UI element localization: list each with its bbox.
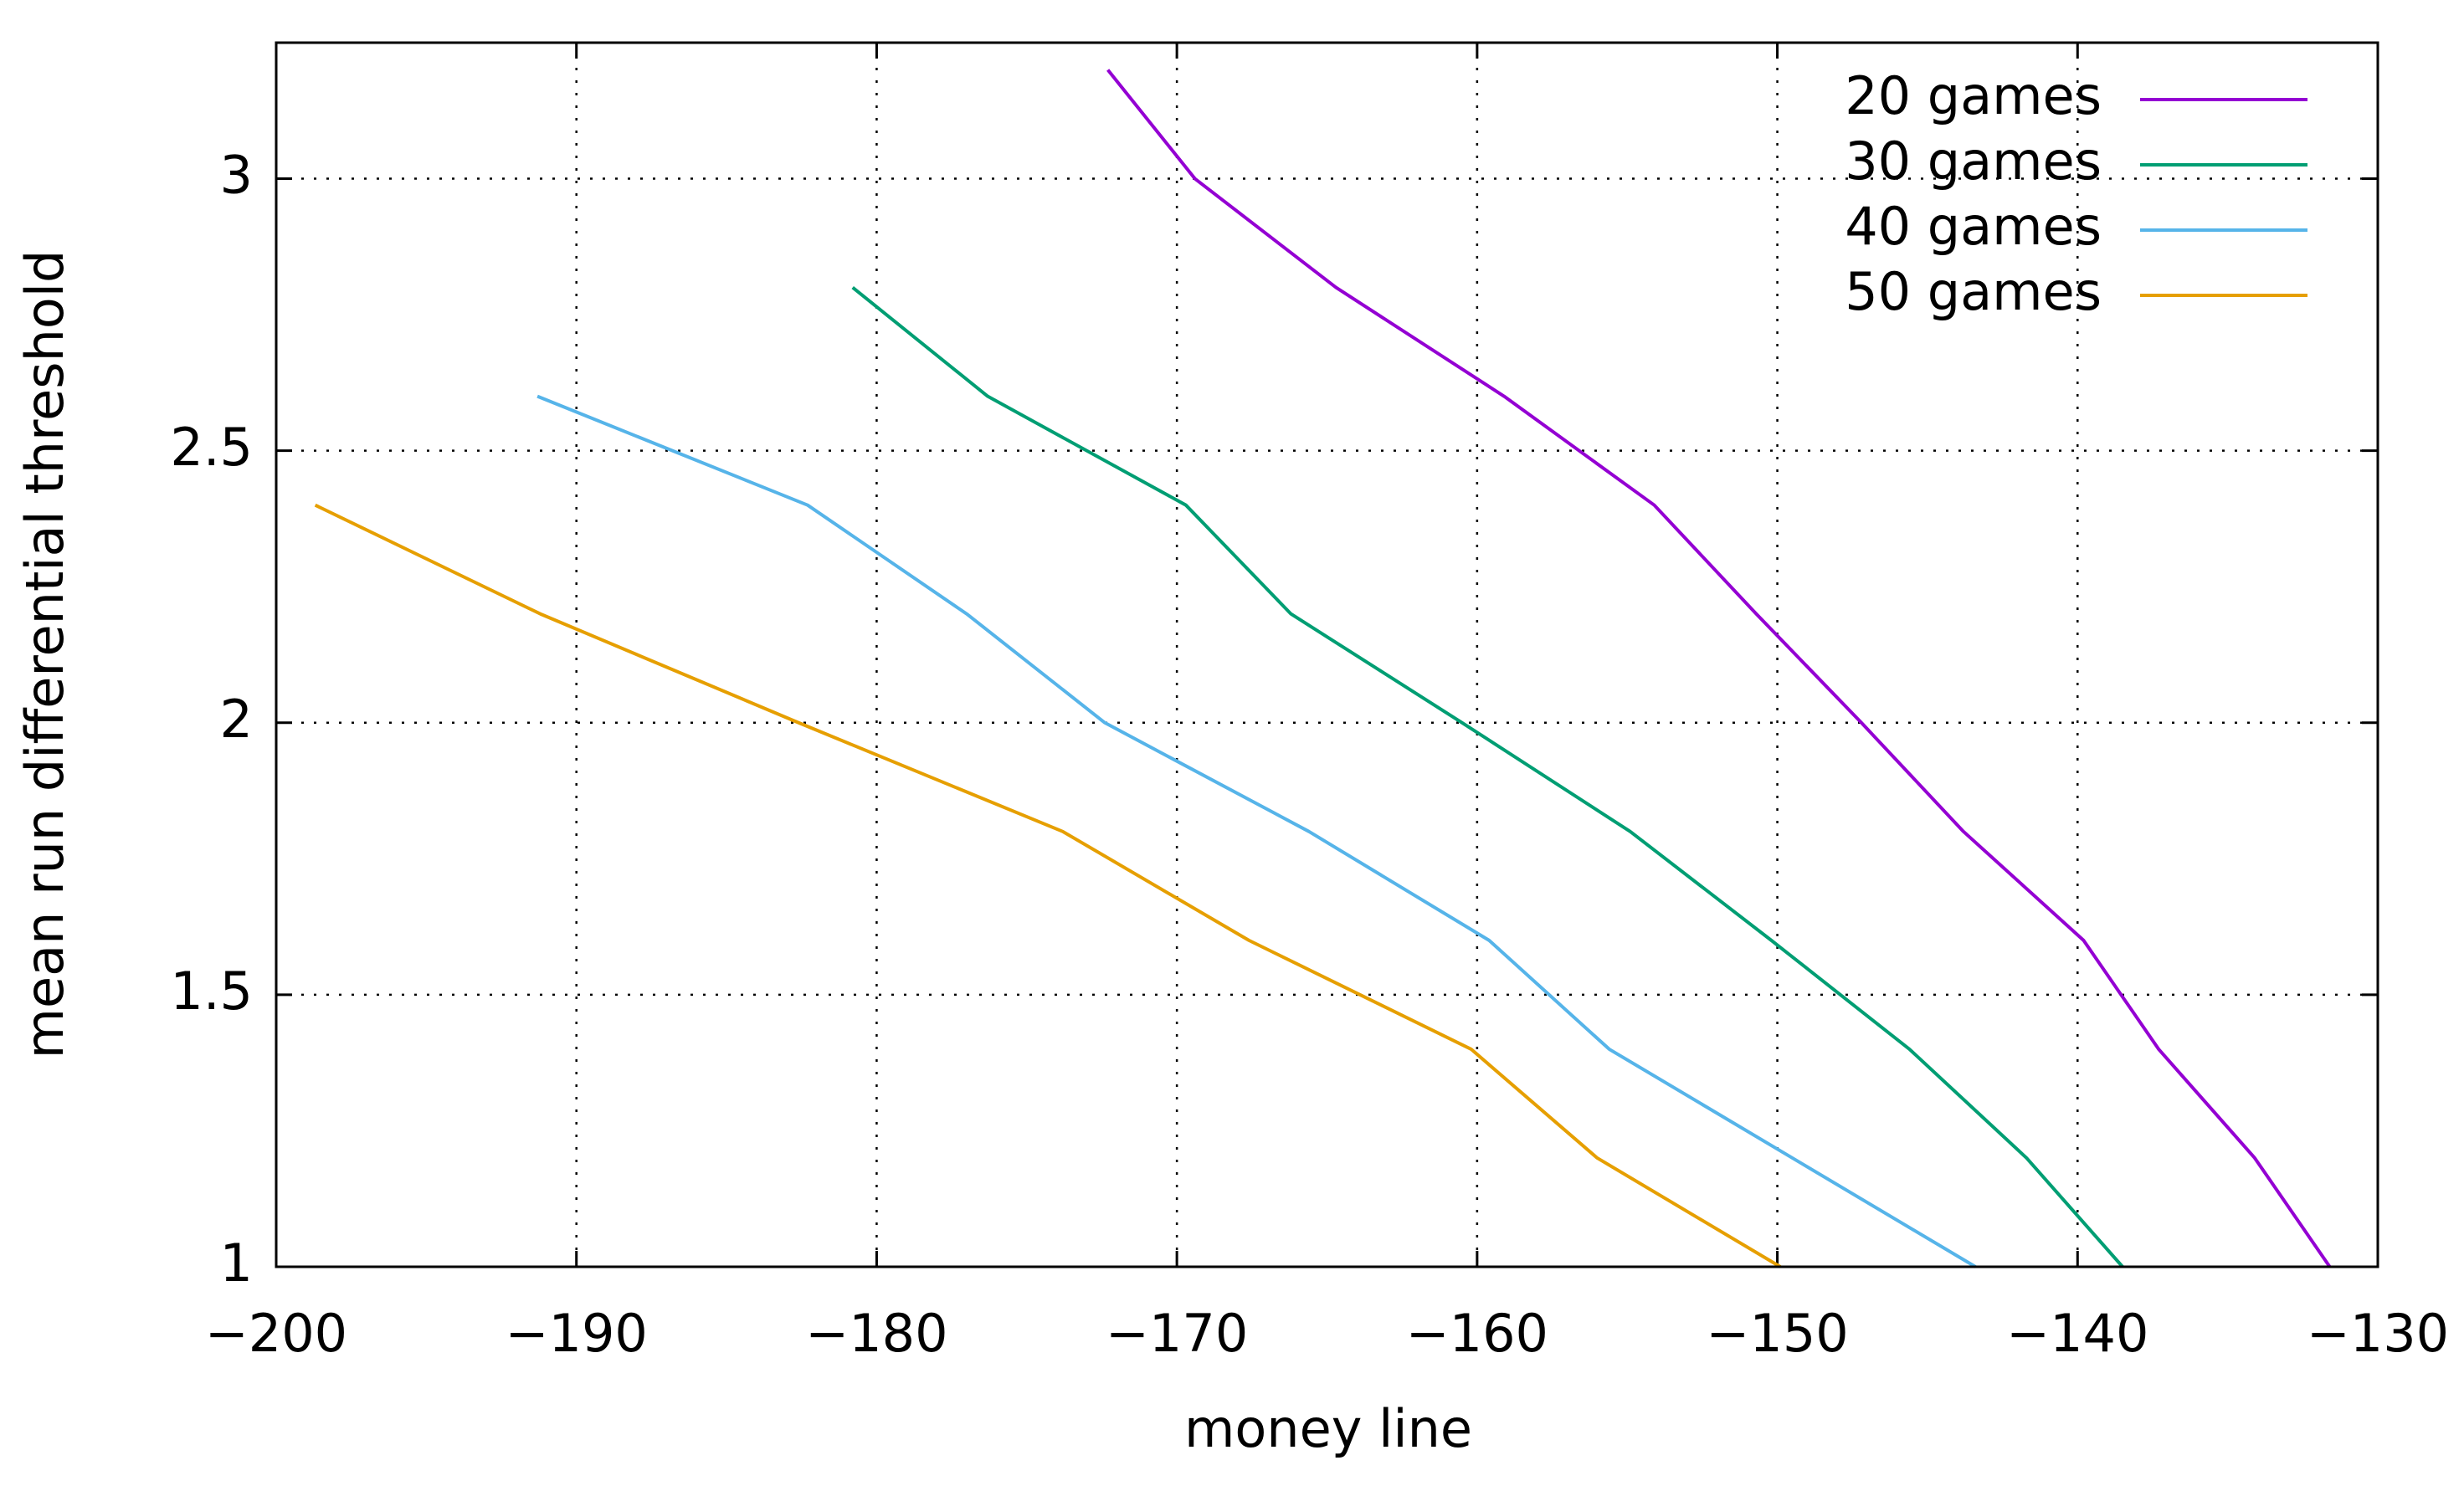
y-tick-label: 1.5	[170, 961, 253, 1022]
x-axis-label: money line	[1184, 1398, 1472, 1459]
y-axis-label: mean run differential threshold	[14, 250, 75, 1059]
y-tick-label: 2.5	[170, 417, 253, 478]
x-tick-label: −200	[205, 1303, 347, 1364]
series-line	[1106, 69, 2332, 1268]
x-tick-label: −160	[1406, 1303, 1548, 1364]
legend-label: 20 games	[1845, 65, 2102, 126]
series-line	[851, 286, 2124, 1268]
series-line	[536, 394, 1977, 1268]
x-tick-label: −130	[2307, 1303, 2449, 1364]
legend-label: 40 games	[1845, 196, 2102, 257]
legend-label: 50 games	[1845, 261, 2102, 322]
y-tick-label: 1	[220, 1232, 253, 1294]
x-tick-label: −170	[1106, 1303, 1248, 1364]
x-tick-label: −180	[805, 1303, 947, 1364]
x-tick-label: −190	[506, 1303, 648, 1364]
y-tick-label: 2	[220, 689, 253, 750]
legend-label: 30 games	[1845, 131, 2102, 192]
plot-frame	[275, 41, 2379, 1268]
series-line	[314, 503, 1782, 1268]
y-tick-label: 3	[220, 145, 253, 206]
x-tick-label: −150	[1706, 1303, 1848, 1364]
x-tick-label: −140	[2006, 1303, 2148, 1364]
